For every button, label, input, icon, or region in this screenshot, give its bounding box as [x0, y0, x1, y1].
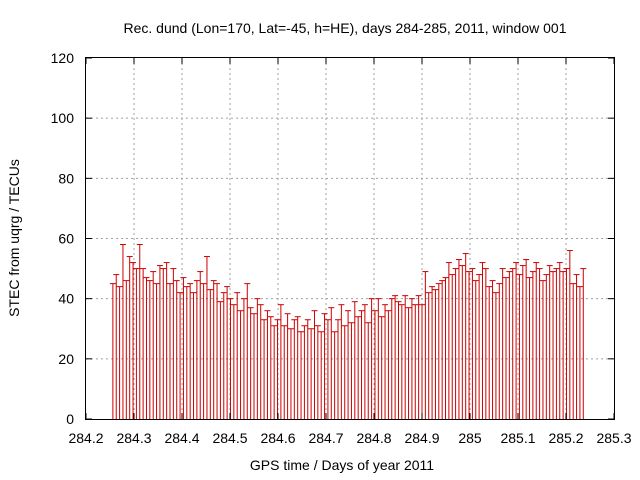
x-tick-label: 284.2	[68, 430, 103, 446]
y-tick-label: 20	[58, 351, 74, 367]
x-tick-label: 284.9	[404, 430, 439, 446]
x-tick-label: 284.4	[164, 430, 199, 446]
x-tick-label: 284.8	[356, 430, 391, 446]
x-tick-label: 284.5	[212, 430, 247, 446]
x-tick-label: 284.3	[116, 430, 151, 446]
plot-frame	[85, 57, 615, 420]
x-tick-label: 285.1	[500, 430, 535, 446]
chart-title: Rec. dund (Lon=170, Lat=-45, h=HE), days…	[124, 20, 567, 36]
y-tick-label: 80	[58, 170, 74, 186]
plot-area	[109, 244, 587, 419]
x-tick-label: 284.6	[260, 430, 295, 446]
x-tick-label: 285	[458, 430, 482, 446]
x-tick-label: 285.2	[548, 430, 583, 446]
y-axis-label: STEC from uqrg / TECUs	[6, 159, 22, 317]
x-axis-label: GPS time / Days of year 2011	[250, 457, 434, 473]
y-tick-label: 100	[51, 110, 75, 126]
axis-ticks: 284.2 284.3 284.4 284.5 284.6 284.7 284.8 284.9…	[51, 50, 632, 446]
y-tick-label: 120	[51, 50, 75, 66]
y-tick-label: 40	[58, 291, 74, 307]
x-tick-label: 285.3	[596, 430, 631, 446]
y-tick-label: 0	[66, 411, 74, 427]
x-tick-label: 284.7	[308, 430, 343, 446]
grid	[86, 58, 614, 419]
y-tick-label: 60	[58, 231, 74, 247]
